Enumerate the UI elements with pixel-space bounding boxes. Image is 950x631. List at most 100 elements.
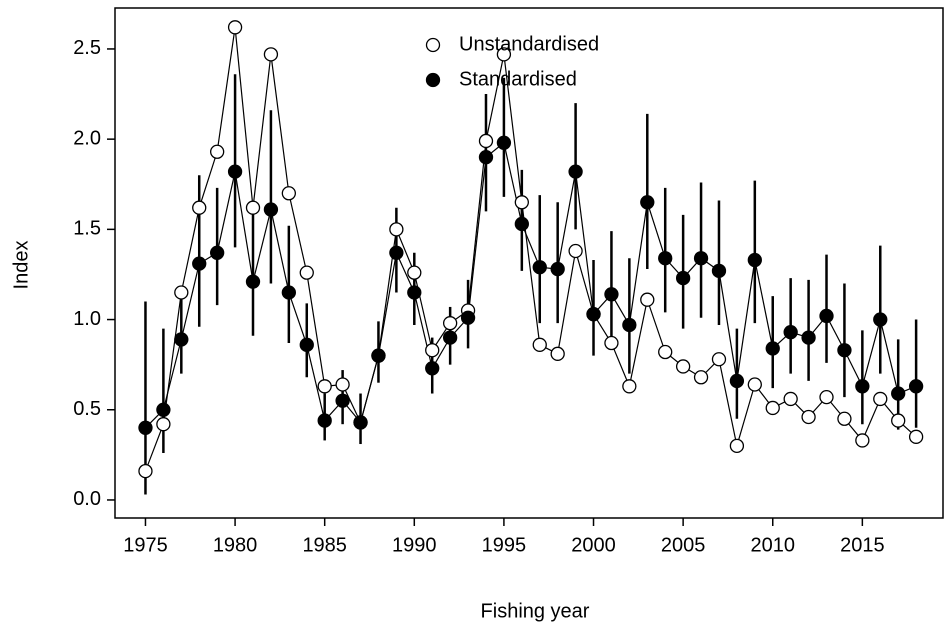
point — [156, 417, 171, 432]
point — [263, 202, 279, 217]
point — [371, 348, 386, 363]
x-tick-label: 1980 — [213, 534, 258, 556]
point — [586, 306, 601, 322]
point — [640, 195, 655, 210]
y-tick-label: 0.0 — [73, 488, 101, 510]
y-tick-label: 2.5 — [73, 37, 101, 59]
point — [192, 256, 207, 271]
y-tick-label: 0.5 — [73, 398, 101, 420]
point — [335, 393, 350, 408]
x-tick-label: 1975 — [123, 534, 168, 556]
legend-marker — [425, 72, 441, 88]
point — [425, 343, 440, 358]
point — [711, 263, 727, 278]
series-line — [145, 141, 917, 429]
point — [317, 413, 332, 428]
point — [675, 359, 691, 374]
point — [478, 133, 494, 149]
x-tick-label: 2015 — [840, 534, 885, 556]
point — [335, 377, 350, 392]
x-tick-label: 1985 — [302, 534, 347, 556]
point — [299, 265, 314, 280]
point — [496, 135, 512, 150]
point — [460, 310, 476, 325]
x-tick-label: 1995 — [482, 534, 527, 556]
point — [908, 379, 924, 394]
point — [532, 260, 547, 275]
point — [855, 433, 870, 448]
point — [514, 216, 529, 232]
point — [675, 270, 691, 286]
point — [783, 325, 798, 340]
point — [693, 370, 709, 385]
point — [478, 150, 494, 165]
point — [281, 285, 296, 300]
point — [550, 346, 565, 361]
point — [747, 252, 762, 268]
point — [263, 47, 279, 62]
point — [622, 317, 637, 333]
point — [837, 343, 852, 358]
point — [819, 389, 834, 405]
point — [299, 337, 314, 352]
point — [442, 330, 458, 345]
x-tick-label: 1990 — [392, 534, 437, 556]
point — [801, 330, 816, 345]
point — [389, 245, 404, 260]
plot-frame — [114, 7, 944, 519]
point — [210, 245, 225, 260]
point — [783, 391, 798, 407]
point — [604, 335, 619, 351]
y-tick-label: 1.5 — [73, 218, 101, 240]
point — [622, 379, 637, 394]
point — [514, 195, 529, 210]
point — [855, 379, 870, 394]
point — [138, 420, 153, 435]
point — [837, 411, 852, 426]
y-axis-label: Index — [10, 241, 32, 290]
point — [819, 308, 834, 324]
x-axis-label: Fishing year — [481, 600, 590, 622]
point — [729, 438, 745, 453]
point — [245, 274, 261, 289]
x-tick-label: 2005 — [661, 534, 706, 556]
point — [442, 316, 458, 331]
point — [658, 251, 673, 266]
point — [407, 265, 422, 280]
point — [891, 413, 906, 428]
point — [210, 144, 225, 159]
x-tick-label: 2010 — [750, 534, 795, 556]
point — [765, 341, 780, 356]
legend-marker — [425, 37, 441, 53]
point — [389, 222, 404, 237]
legend-label: Unstandardised — [459, 33, 599, 55]
point — [550, 261, 565, 277]
point — [801, 409, 816, 425]
point — [532, 337, 547, 352]
point — [353, 415, 368, 430]
point — [640, 292, 655, 307]
point — [873, 391, 888, 407]
point — [174, 285, 189, 300]
point — [227, 164, 243, 179]
point — [568, 164, 583, 179]
point — [156, 402, 171, 417]
point — [658, 344, 673, 360]
point — [245, 200, 261, 215]
y-tick-label: 2.0 — [73, 127, 101, 149]
point — [711, 352, 727, 367]
legend-label: Standardised — [459, 68, 577, 90]
point — [908, 429, 924, 444]
point — [747, 377, 762, 392]
point — [891, 386, 906, 401]
point — [174, 332, 189, 347]
point — [765, 400, 780, 416]
point — [425, 361, 440, 376]
point — [729, 373, 745, 389]
point — [317, 379, 332, 394]
point — [281, 186, 296, 201]
point — [873, 312, 888, 327]
x-tick-label: 2000 — [571, 534, 616, 556]
point — [407, 285, 422, 300]
